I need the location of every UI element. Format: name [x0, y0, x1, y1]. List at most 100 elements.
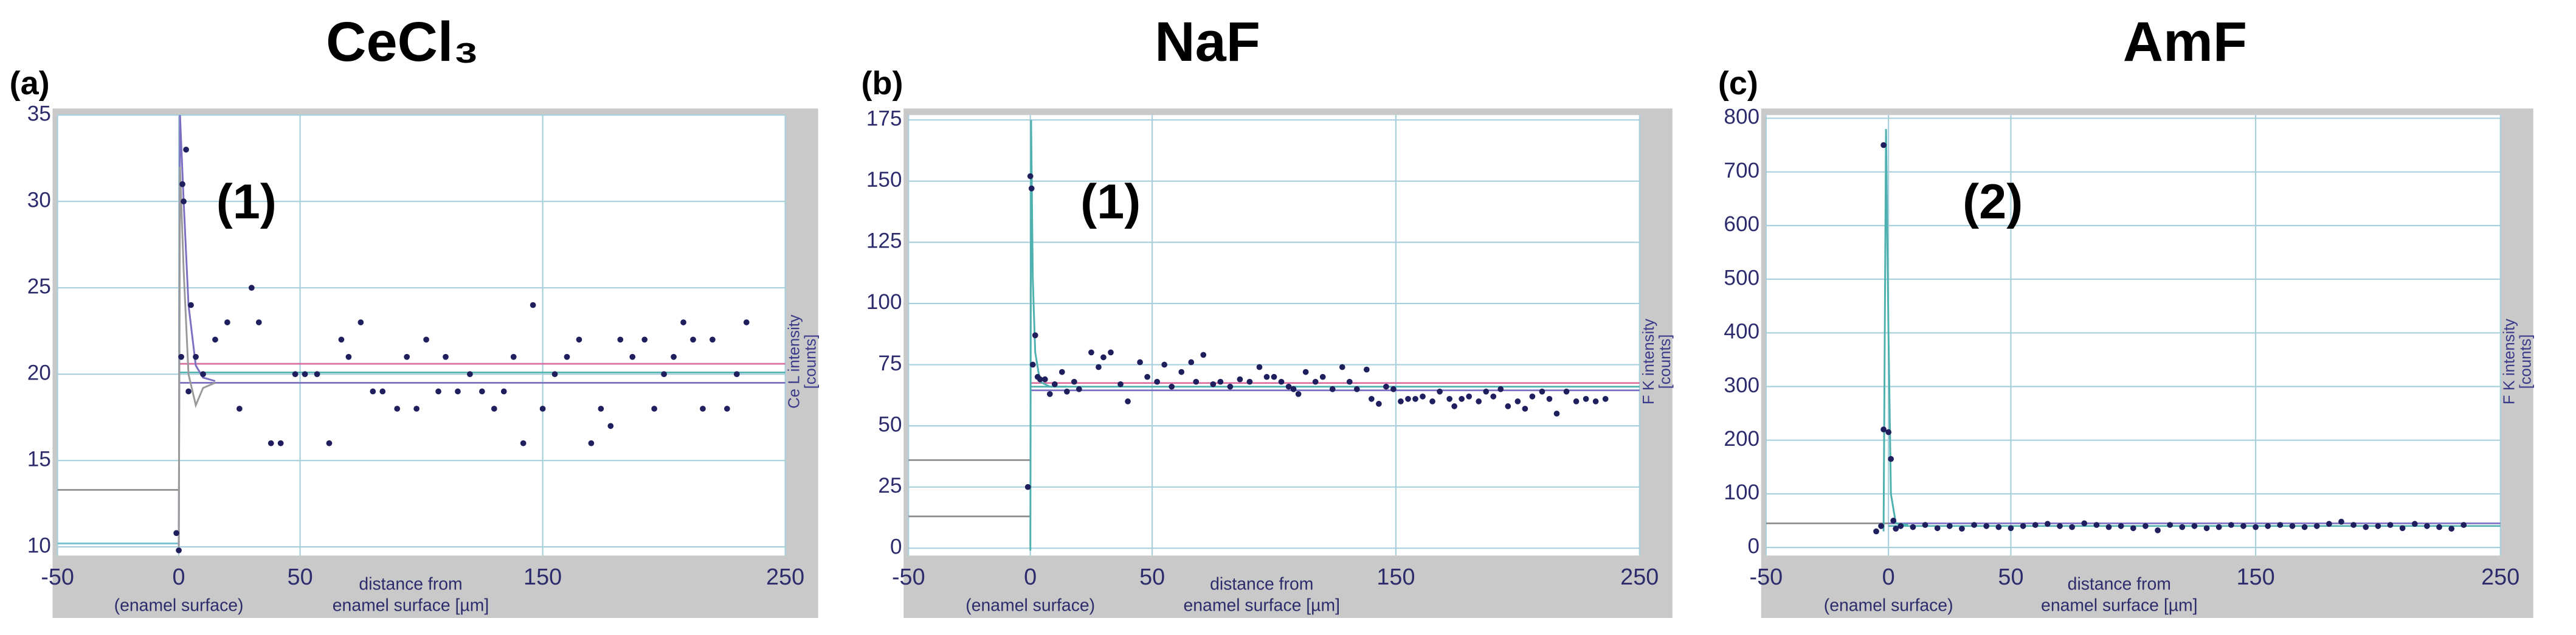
data-point — [1497, 386, 1504, 392]
y-tick-label: 35 — [27, 102, 51, 125]
data-point — [1100, 354, 1107, 361]
y-tick-label: 25 — [27, 274, 51, 298]
data-point — [1483, 388, 1490, 395]
data-point — [188, 302, 194, 308]
data-point — [1910, 524, 1916, 530]
y-axis-label: F K intensity — [1640, 319, 1657, 404]
data-point — [1459, 395, 1465, 402]
data-point — [2105, 524, 2112, 530]
x-tick-label: 150 — [523, 564, 562, 590]
y-tick-label: 30 — [27, 188, 51, 212]
data-point — [1071, 378, 1077, 385]
data-point — [1546, 395, 1553, 402]
x-origin-label: (enamel surface) — [965, 596, 1095, 616]
data-point — [617, 336, 624, 343]
data-point — [1278, 378, 1285, 385]
data-point — [1959, 526, 1965, 532]
data-point — [1553, 411, 1560, 417]
data-point — [1437, 388, 1443, 395]
x-tick-label: 250 — [766, 564, 804, 590]
data-point — [1029, 361, 1036, 368]
x-axis-label: distance from — [1210, 574, 1313, 594]
y-tick-label: 25 — [878, 474, 902, 498]
data-point — [1995, 524, 2002, 530]
data-point — [1076, 386, 1082, 392]
x-axis-label: enamel surface [µm] — [2041, 596, 2198, 616]
data-point — [1592, 398, 1599, 404]
x-tick-label: 0 — [173, 564, 185, 590]
data-point — [2155, 527, 2161, 533]
data-point — [2375, 522, 2381, 529]
data-point — [413, 406, 420, 412]
data-point — [178, 353, 184, 360]
data-point — [1376, 401, 1382, 407]
data-point — [357, 319, 364, 325]
y-tick-label: 800 — [1724, 105, 1759, 129]
data-point — [302, 371, 308, 378]
y-tick-label: 300 — [1724, 373, 1759, 397]
data-point — [455, 388, 461, 395]
data-point — [1329, 386, 1336, 392]
annotation: (1) — [216, 175, 277, 229]
data-point — [2399, 525, 2406, 532]
data-point — [1271, 373, 1277, 380]
data-point — [2093, 522, 2100, 528]
data-point — [1563, 388, 1570, 395]
data-point — [1028, 185, 1035, 192]
data-point — [1227, 383, 1234, 390]
data-point — [651, 406, 658, 412]
y-tick-label: 20 — [27, 361, 51, 384]
x-tick-label: 50 — [288, 564, 313, 590]
data-point — [443, 353, 449, 360]
data-point — [661, 371, 667, 378]
data-point — [224, 319, 230, 325]
data-point — [1383, 383, 1389, 390]
data-point — [1200, 352, 1207, 358]
data-point — [2436, 524, 2442, 530]
data-point — [1522, 406, 1528, 412]
data-point — [743, 319, 750, 325]
data-point — [183, 147, 189, 153]
data-point — [394, 406, 401, 412]
data-point — [2215, 524, 2222, 530]
data-point — [520, 440, 527, 446]
x-tick-label: 50 — [1998, 564, 2023, 590]
data-point — [1041, 376, 1048, 383]
data-point — [2069, 524, 2075, 530]
data-point — [1602, 395, 1609, 402]
data-point — [1161, 361, 1168, 368]
data-point — [2253, 524, 2259, 530]
x-tick-label: -50 — [892, 564, 925, 590]
y-tick-label: 500 — [1724, 266, 1759, 290]
data-point — [700, 406, 706, 412]
data-point — [277, 440, 284, 446]
data-point — [1263, 373, 1270, 380]
data-point — [1368, 395, 1375, 402]
x-axis-label: distance from — [2068, 574, 2171, 594]
fit-curve — [1029, 120, 1067, 551]
x-origin-label: (enamel surface) — [1824, 596, 1953, 616]
data-point — [1466, 393, 1473, 400]
data-point — [1390, 386, 1397, 392]
data-point — [1353, 386, 1360, 392]
data-point — [1880, 426, 1887, 432]
data-point — [179, 181, 185, 187]
data-point — [491, 406, 497, 412]
data-point — [607, 423, 614, 429]
x-origin-label: (enamel surface) — [114, 596, 244, 616]
data-point — [2338, 518, 2344, 525]
data-point — [1046, 390, 1053, 397]
data-point — [212, 336, 218, 343]
data-point — [1890, 518, 1897, 524]
data-point — [1319, 373, 1326, 380]
x-tick-label: 0 — [1882, 564, 1895, 590]
data-point — [1188, 359, 1195, 366]
x-axis-label: distance from — [359, 574, 462, 594]
y-tick-label: 175 — [866, 106, 902, 130]
data-point — [1971, 522, 1977, 528]
y-axis-label: F K intensity — [2501, 319, 2518, 404]
data-point — [1137, 359, 1143, 366]
data-point — [1302, 369, 1309, 375]
